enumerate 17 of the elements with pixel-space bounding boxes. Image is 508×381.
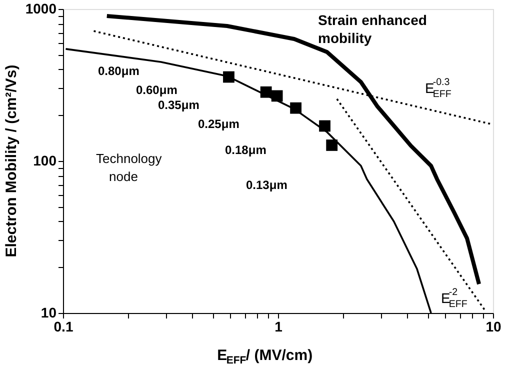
- y-tick-label: 10: [40, 304, 57, 320]
- annotation: 0.18μm: [225, 143, 266, 157]
- x-tick-label: 1: [274, 318, 283, 334]
- annotation: 0.13μm: [246, 178, 288, 192]
- annotation: Strain enhanced: [318, 12, 427, 28]
- annotation: 0.80μm: [98, 64, 140, 78]
- annotation: 0.35μm: [158, 98, 200, 112]
- y-tick-label: 1000: [25, 0, 57, 16]
- annotation: node: [109, 169, 138, 184]
- y-tick-label: 100: [33, 152, 57, 168]
- y-axis-title: Electron Mobility / (cm²/Vs): [3, 64, 20, 258]
- x-tick-label: 10: [486, 318, 502, 334]
- annotation: Technology: [96, 151, 162, 166]
- annotation: 0.25μm: [198, 117, 240, 131]
- annotation: mobility: [318, 30, 372, 46]
- annotation: 0.60μm: [136, 83, 178, 97]
- x-tick-label: 0.1: [54, 318, 74, 334]
